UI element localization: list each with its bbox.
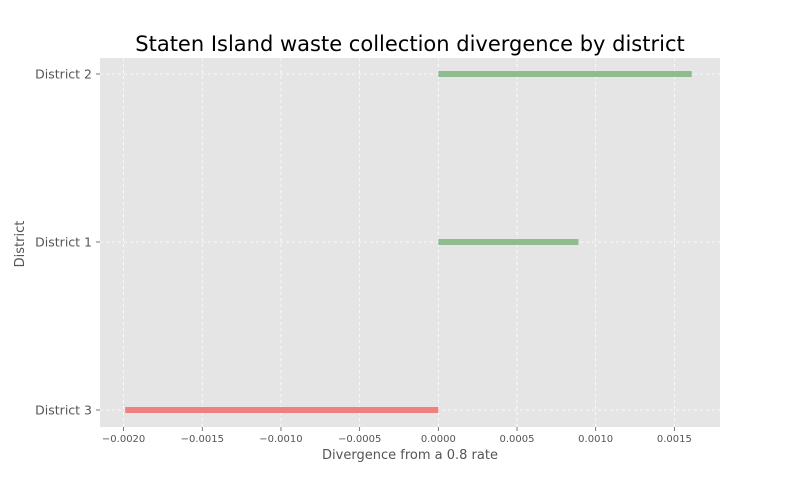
x-tick-label: −0.0005 <box>338 434 381 445</box>
x-tick-label: 0.0015 <box>657 434 692 445</box>
y-tick-label: District 1 <box>35 235 92 250</box>
bar-district-1 <box>438 239 579 245</box>
x-tick-label: 0.0010 <box>578 434 613 445</box>
y-ticks: District 3 District 1 District 2 <box>35 67 100 418</box>
y-tick-label: District 2 <box>35 67 92 82</box>
x-tick-label: −0.0010 <box>259 434 302 445</box>
bars <box>125 71 692 413</box>
x-ticks: −0.0020 −0.0015 −0.0010 −0.0005 0.0000 0.0005… <box>102 427 692 445</box>
bar-district-2 <box>438 71 692 77</box>
y-axis-label: District <box>13 221 28 268</box>
x-tick-label: −0.0020 <box>102 434 145 445</box>
plot-area <box>100 58 720 427</box>
y-tick-label: District 3 <box>35 403 92 418</box>
x-axis-label: Divergence from a 0.8 rate <box>322 448 498 463</box>
x-tick-label: −0.0015 <box>181 434 224 445</box>
chart-title: Staten Island waste collection divergenc… <box>135 32 684 56</box>
bar-district-3 <box>125 407 439 413</box>
x-tick-label: 0.0005 <box>500 434 535 445</box>
x-tick-label: 0.0000 <box>421 434 456 445</box>
